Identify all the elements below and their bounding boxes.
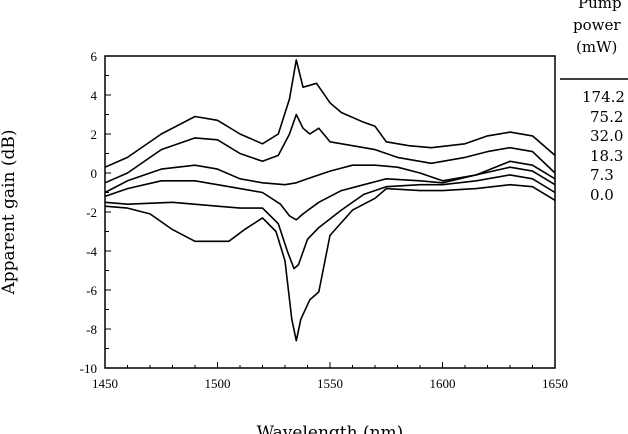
x-tick-label: 1650 (542, 376, 568, 391)
y-tick-label: 4 (91, 88, 98, 103)
series-lines (104, 59, 556, 342)
legend-title-line-1: Pump (578, 0, 622, 12)
x-tick-label: 1600 (430, 376, 456, 391)
series-line-7-3 (104, 174, 556, 270)
legend-title-line-2: power (573, 16, 621, 34)
x-tick-label: 1500 (205, 376, 231, 391)
y-tick-label: -8 (86, 322, 97, 337)
legend-entry: 32.0 (590, 127, 624, 145)
x-tick-label: 1550 (317, 376, 343, 391)
y-tick-label: -10 (80, 361, 97, 376)
x-axis-label: Wavelength (nm) (257, 423, 404, 434)
y-tick-label: -6 (86, 283, 97, 298)
series-line-75-2 (104, 113, 556, 184)
legend-entry: 75.2 (590, 107, 624, 126)
y-tick-label: -4 (86, 244, 97, 259)
legend-title-line-3: (mW) (576, 38, 618, 56)
y-axis-label: Apparent gain (dB) (0, 130, 19, 296)
legend-entry: 18.3 (590, 146, 624, 165)
series-line-174-2 (104, 59, 556, 168)
legend-entry: 174.2 (582, 88, 625, 106)
y-tick-label: 0 (91, 166, 98, 181)
legend-entry: 0.0 (590, 185, 614, 204)
y-tick-label: 2 (91, 127, 98, 142)
series-line-0-0 (104, 183, 556, 342)
y-tick-label: -2 (86, 205, 97, 220)
axes (104, 55, 556, 369)
legend-entry: 7.3 (590, 166, 614, 184)
series-line-18-3 (104, 166, 556, 221)
y-tick-label: 6 (91, 49, 98, 64)
x-tick-label: 1450 (92, 376, 118, 391)
